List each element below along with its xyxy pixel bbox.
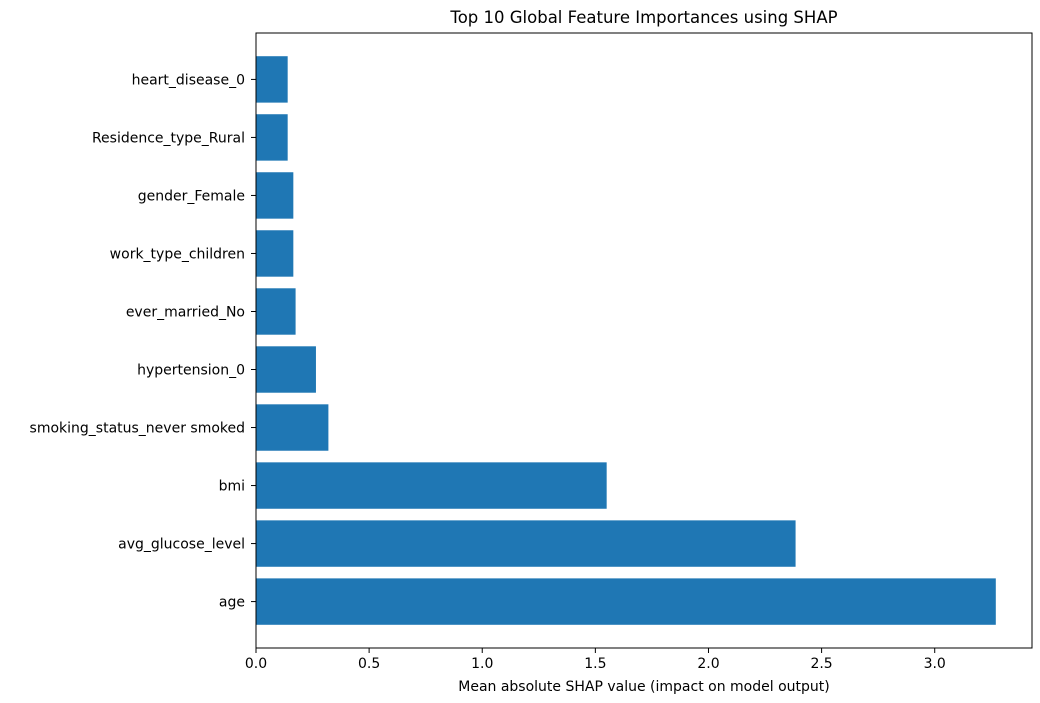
y-tick-label: work_type_children <box>110 246 245 262</box>
y-tick-label: hypertension_0 <box>137 363 245 379</box>
bar-age <box>256 578 996 625</box>
y-tick-label: heart_disease_0 <box>132 72 245 88</box>
bars-group <box>256 56 996 625</box>
y-tick-label: Residence_type_Rural <box>92 130 245 146</box>
x-tick-label: 0.5 <box>358 656 380 672</box>
bar-smoking-status-never-smoked <box>256 404 329 451</box>
x-axis-title: Mean absolute SHAP value (impact on mode… <box>458 679 829 695</box>
bar-ever-married-no <box>256 288 296 335</box>
chart-title: Top 10 Global Feature Importances using … <box>449 8 837 27</box>
x-tick-label: 2.0 <box>697 656 719 672</box>
bar-residence-type-rural <box>256 114 288 161</box>
y-tick-label: age <box>219 595 245 611</box>
y-axis-ticks: age avg_glucose_level bmi smoking_status_ne… <box>30 72 256 611</box>
x-tick-label: 2.5 <box>810 656 832 672</box>
bar-gender-female <box>256 172 294 219</box>
bar-bmi <box>256 462 607 509</box>
bar-avg-glucose-level <box>256 520 796 567</box>
y-tick-label: gender_Female <box>138 188 245 204</box>
bar-hypertension-0 <box>256 346 316 393</box>
x-tick-label: 1.5 <box>584 656 606 672</box>
x-tick-label: 1.0 <box>471 656 493 672</box>
x-axis-ticks: 0.0 0.5 1.0 1.5 2.0 2.5 3.0 <box>245 648 946 672</box>
x-tick-label: 0.0 <box>245 656 267 672</box>
bar-heart-disease-0 <box>256 56 288 103</box>
x-tick-label: 3.0 <box>924 656 946 672</box>
bar-work-type-children <box>256 230 294 277</box>
plot-frame <box>255 32 1033 649</box>
y-tick-label: ever_married_No <box>126 304 245 320</box>
y-tick-label: avg_glucose_level <box>118 537 245 553</box>
y-tick-label: smoking_status_never smoked <box>30 421 245 437</box>
y-tick-label: bmi <box>219 479 245 495</box>
